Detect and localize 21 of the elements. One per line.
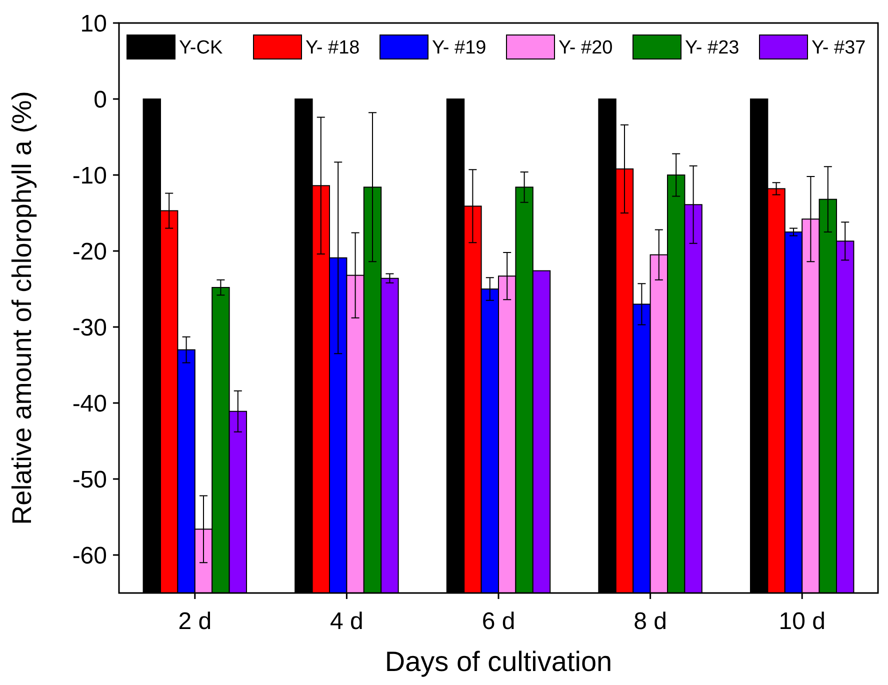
x-tick-label: 10 d [778, 608, 826, 635]
y-tick-label: 10 [80, 10, 107, 38]
x-tick-label: 8 d [634, 608, 667, 635]
legend-label: Y- #23 [685, 38, 740, 59]
legend-label: Y- #19 [432, 38, 486, 59]
x-tick-label: 2 d [178, 608, 212, 635]
legend-label: Y-CK [179, 38, 223, 59]
y-tick-label: 0 [94, 86, 107, 114]
legend-label: Y- #37 [812, 38, 866, 59]
legend-label: Y- #18 [306, 38, 360, 59]
y-tick-label: -20 [72, 238, 107, 266]
x-axis-title: Days of cultivation [384, 646, 612, 677]
legend-label: Y- #20 [558, 38, 613, 59]
y-tick-label: -30 [72, 314, 107, 342]
x-tick-label: 6 d [482, 608, 516, 635]
y-axis-title: Relative amount of chlorophyll a (%) [7, 91, 37, 525]
y-tick-label: -40 [72, 390, 107, 418]
y-tick-label: -10 [72, 162, 107, 190]
x-tick-label: 4 d [330, 608, 364, 635]
y-tick-label: -50 [72, 466, 107, 494]
y-tick-label: -60 [72, 542, 107, 570]
